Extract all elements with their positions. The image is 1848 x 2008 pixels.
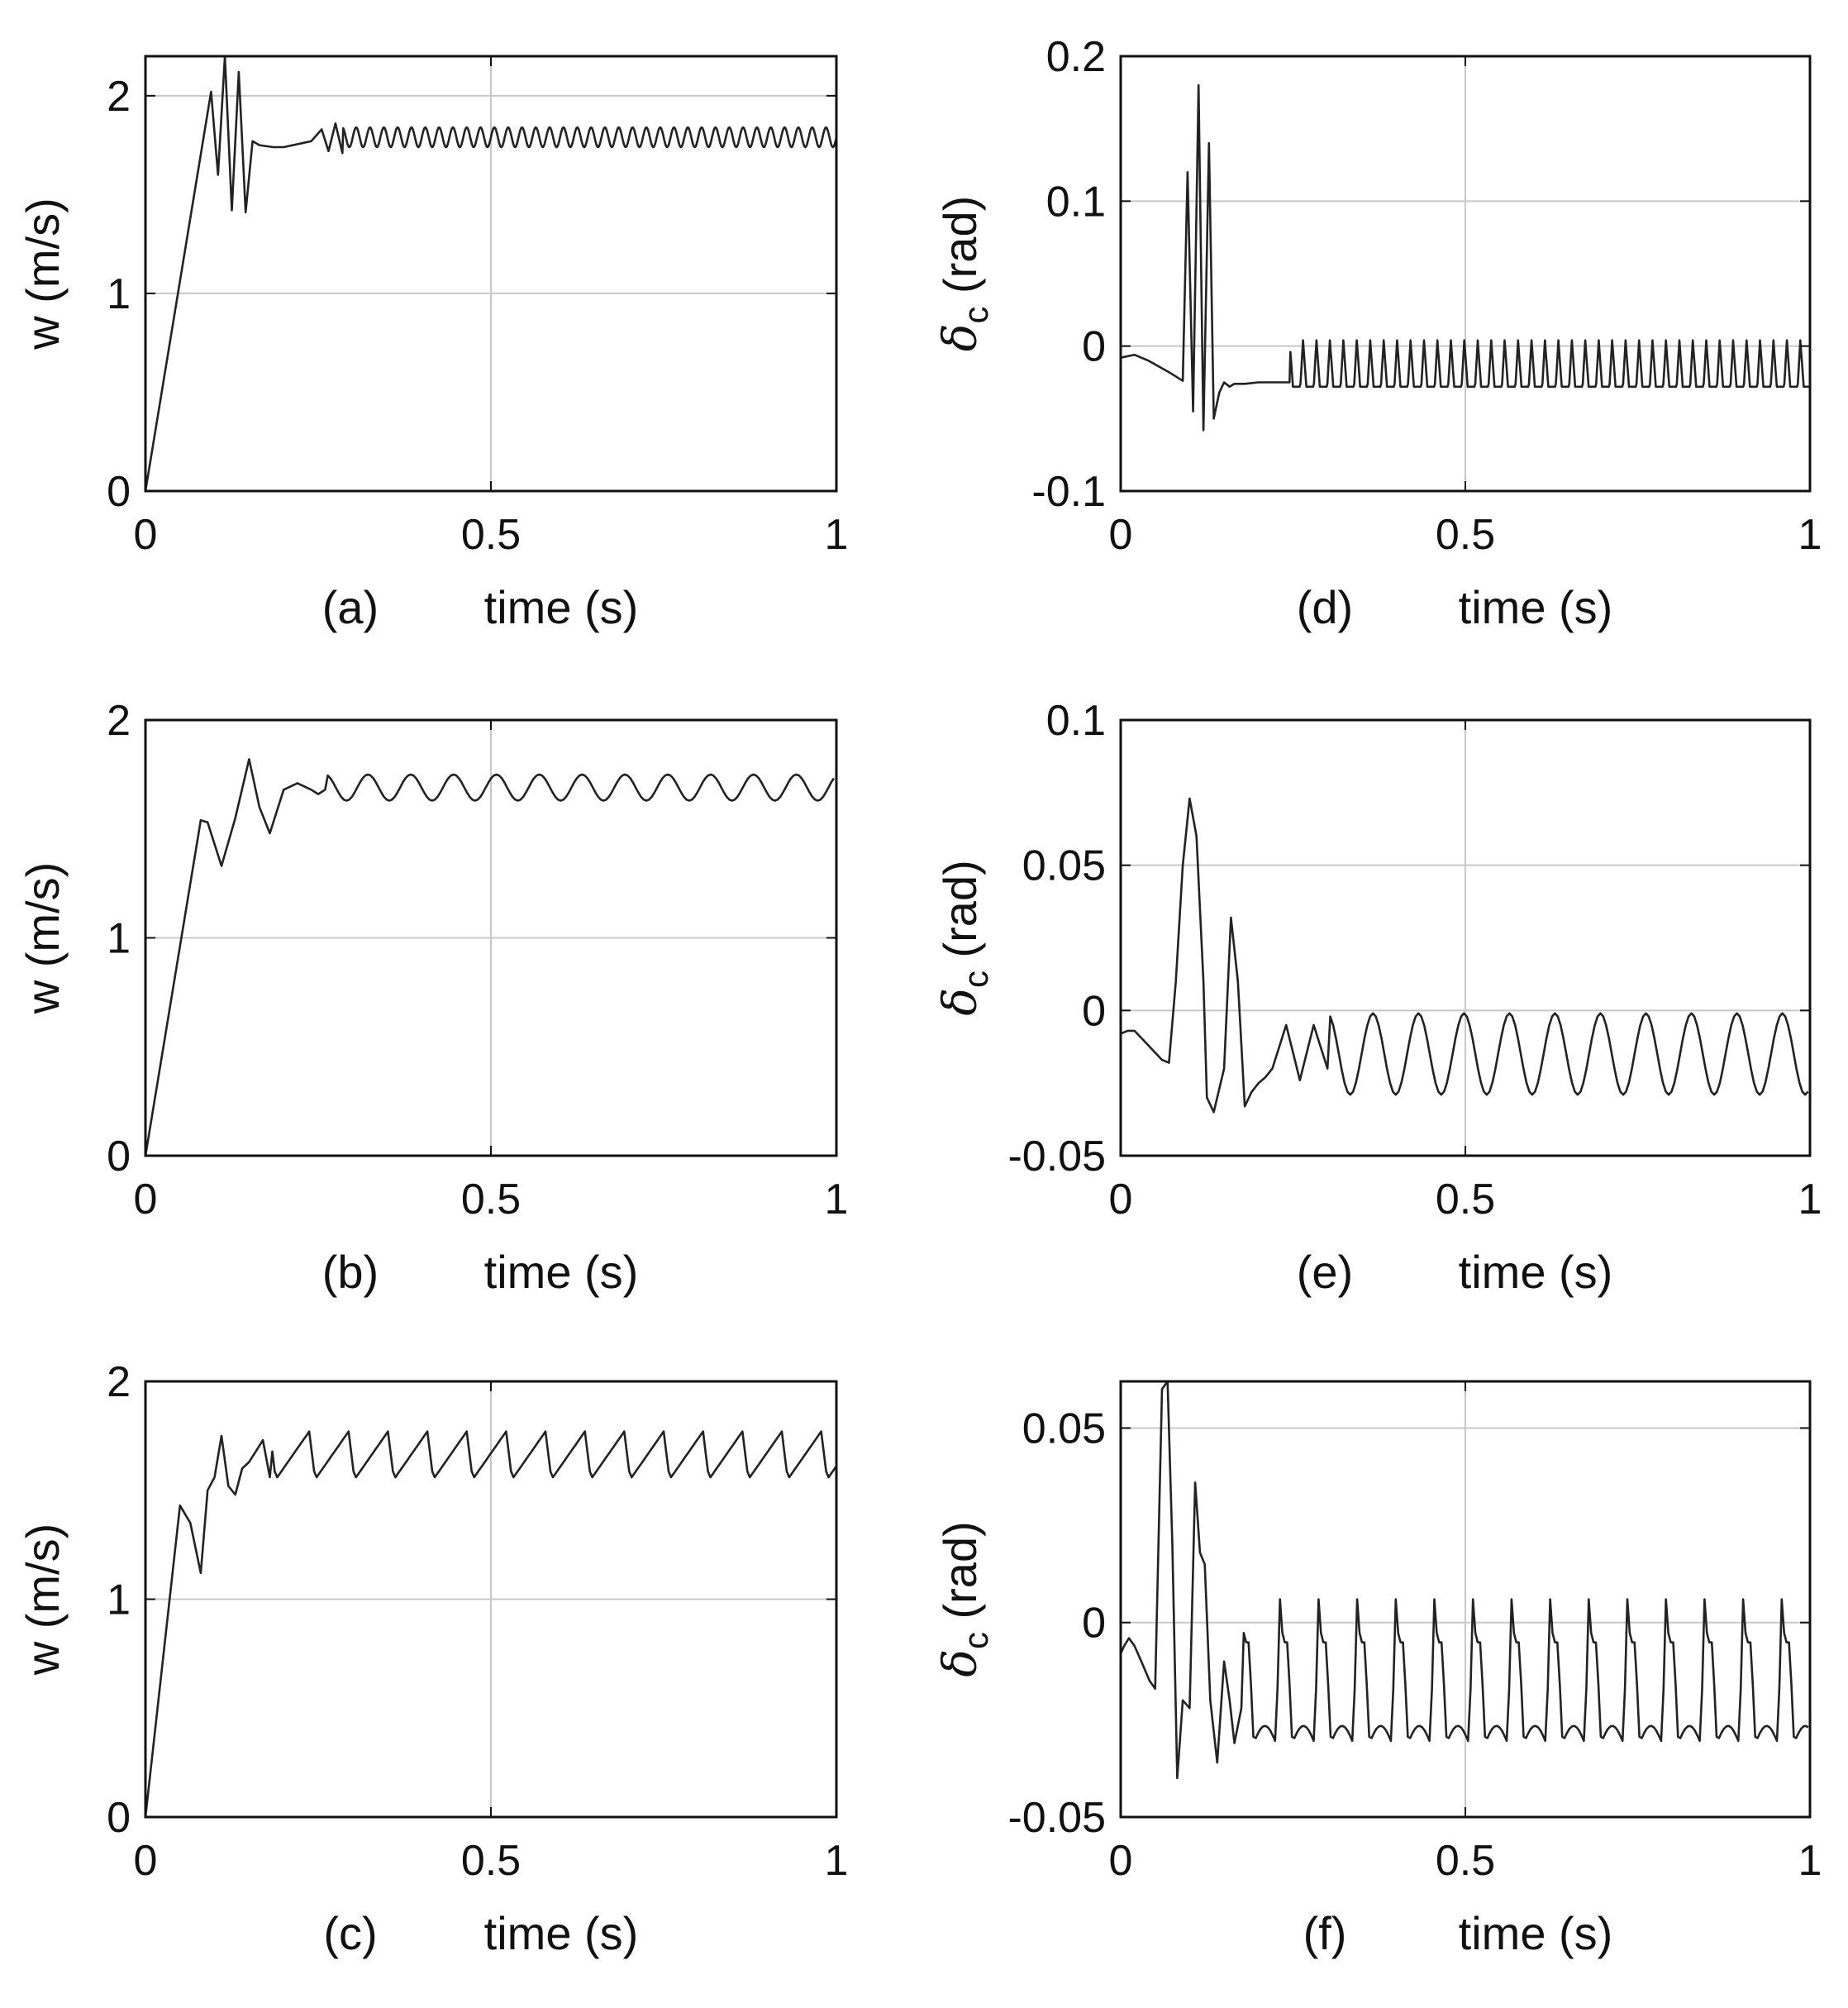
series-line-w [144,1430,837,1818]
series-line-w [144,55,838,492]
y-tick-label: 2 [107,73,131,121]
x-tick-label: 1 [825,1837,849,1885]
series-line-delta_c [1120,83,1810,432]
chart-panel-d: 0 0.5 1-0.100.10.2(d) time (s)δc (rad) [934,33,1822,633]
y-tick-label: 0.2 [1046,33,1106,81]
x-tick-label: 0.5 [1436,1176,1495,1223]
y-axis-label: δc (rad) [934,1521,995,1677]
x-axis-label: time (s) [484,581,639,633]
x-tick-label: 0 [134,1837,158,1885]
y-axis-label: w (m/s) [17,862,69,1015]
y-axis-subscript: c [956,971,995,988]
x-tick-label: 0.5 [1436,1837,1495,1885]
series-line-delta_c [1120,797,1809,1114]
x-tick-label: 0.5 [461,511,521,559]
y-tick-label: 0 [107,468,131,516]
x-tick-label: 0.5 [1436,511,1495,559]
y-tick-label: 0 [1082,987,1106,1035]
x-axis-label: time (s) [1459,1246,1613,1298]
x-axis-label: time (s) [1459,1907,1613,1959]
y-tick-label: 2 [107,697,131,745]
chart-panel-a: 0 0.5 1 0 1 2 (a) time (s) w (m/s) [17,55,849,633]
y-tick-label: 0.05 [1022,1405,1106,1452]
panel-label: (d) [1297,581,1353,633]
panel-label: (e) [1297,1246,1353,1298]
y-axis-label: w (m/s) [17,1524,69,1677]
y-tick-label: 0 [107,1133,131,1180]
y-axis-subscript: c [956,1632,995,1649]
y-axis-symbol: δ [934,988,988,1016]
panel-label: (b) [322,1246,379,1298]
x-tick-label: 0 [1109,1837,1133,1885]
x-tick-label: 0 [134,1176,158,1223]
x-axis-label: time (s) [1459,581,1613,633]
chart-panel-b: 0 0.5 1 0 1 2 (b) time (s) w (m/s) [17,697,848,1298]
y-axis-unit: (rad) [934,1521,986,1632]
x-tick-label: 0 [1109,511,1133,559]
x-tick-label: 0.5 [461,1837,521,1885]
x-tick-label: 1 [825,1176,849,1223]
y-tick-label: 1 [107,1576,131,1624]
x-tick-label: 1 [1798,1176,1822,1223]
x-tick-label: 0 [1109,1176,1133,1223]
y-tick-label: 0 [1082,323,1106,371]
y-tick-label: -0.05 [1007,1133,1106,1180]
y-tick-label: 0.1 [1046,697,1106,745]
y-axis-subscript: c [956,307,995,324]
y-axis-symbol: δ [934,1649,988,1677]
y-axis-label: δc (rad) [934,860,995,1016]
y-tick-label: 0 [1082,1600,1106,1648]
x-axis-label: time (s) [484,1907,639,1959]
y-tick-label: 1 [107,915,131,963]
x-tick-label: 1 [1798,1837,1822,1885]
panel-label: (a) [322,581,379,633]
y-tick-label: 2 [107,1358,131,1406]
x-axis-label: time (s) [484,1246,639,1298]
chart-panel-c: 0 0.5 1 0 1 2 (c) time (s) w (m/s) [17,1358,848,1959]
y-axis-unit: (rad) [934,860,986,971]
y-axis-label: w (m/s) [17,198,69,351]
y-tick-label: 0.1 [1046,178,1106,226]
x-tick-label: 1 [825,511,849,559]
series-line-w [144,758,835,1157]
panel-label: (f) [1303,1907,1347,1959]
x-tick-label: 0.5 [461,1176,521,1223]
y-tick-label: 0.05 [1022,842,1106,890]
y-tick-label: -0.1 [1031,468,1106,516]
y-axis-label: δc (rad) [934,196,995,352]
y-tick-label: 0 [107,1794,131,1842]
panel-label: (c) [323,1907,377,1959]
y-axis-unit: (rad) [934,196,986,307]
y-tick-label: 1 [107,270,131,318]
x-tick-label: 1 [1798,511,1822,559]
y-tick-label: -0.05 [1007,1794,1106,1842]
y-axis-symbol: δ [934,324,988,352]
series-line-delta_c [1119,1380,1809,1780]
x-tick-label: 0 [134,511,158,559]
